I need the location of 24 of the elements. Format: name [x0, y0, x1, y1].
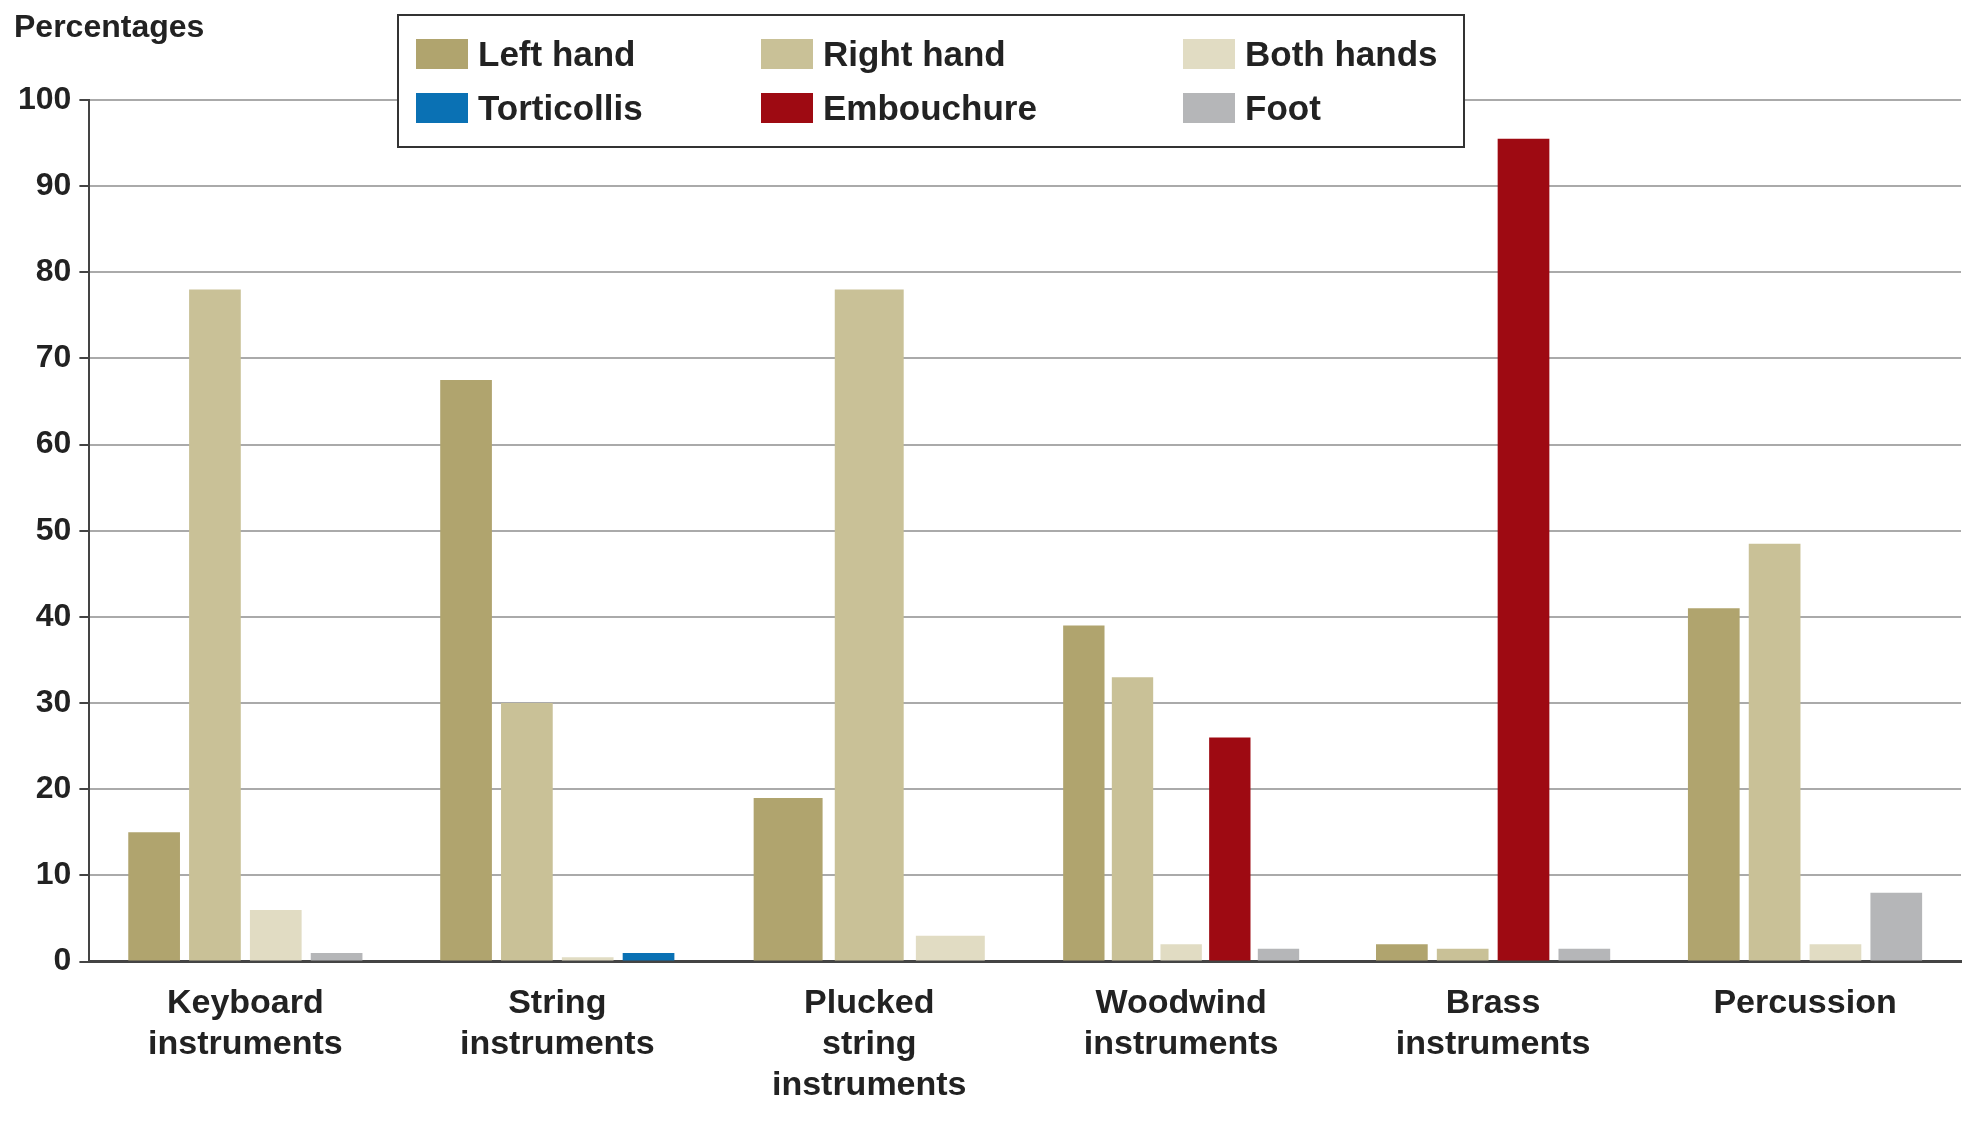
legend-label: Left hand	[478, 34, 636, 74]
y-tick-label: 20	[35, 769, 72, 806]
x-tick-label: String instruments	[460, 982, 655, 1062]
y-tick-label: 50	[35, 510, 72, 547]
y-tick-label: 60	[35, 424, 72, 461]
y-axis-title: Percentages	[14, 8, 205, 45]
y-tick-label: 90	[35, 165, 72, 202]
legend-label: Torticollis	[478, 88, 643, 128]
y-tick-label: 100	[18, 79, 72, 116]
legend-label: Both hands	[1245, 34, 1438, 74]
legend-label: Embouchure	[823, 88, 1037, 128]
y-tick-label: 0	[53, 941, 72, 978]
y-tick-label: 70	[35, 338, 72, 375]
y-tick-label: 80	[35, 252, 72, 289]
y-tick-label: 30	[35, 682, 72, 719]
x-tick-label: Percussion	[1713, 982, 1897, 1021]
y-tick-label: 10	[35, 855, 72, 892]
legend-label: Foot	[1245, 88, 1321, 128]
legend-label: Right hand	[823, 34, 1006, 74]
x-tick-label: Keyboard instruments	[148, 982, 343, 1062]
x-tick-label: Brass instruments	[1395, 982, 1591, 1062]
y-tick-label: 40	[35, 596, 72, 633]
x-tick-label: Woodwind instruments	[1083, 982, 1279, 1062]
x-tick-label: Plucked string instruments	[771, 982, 967, 1102]
